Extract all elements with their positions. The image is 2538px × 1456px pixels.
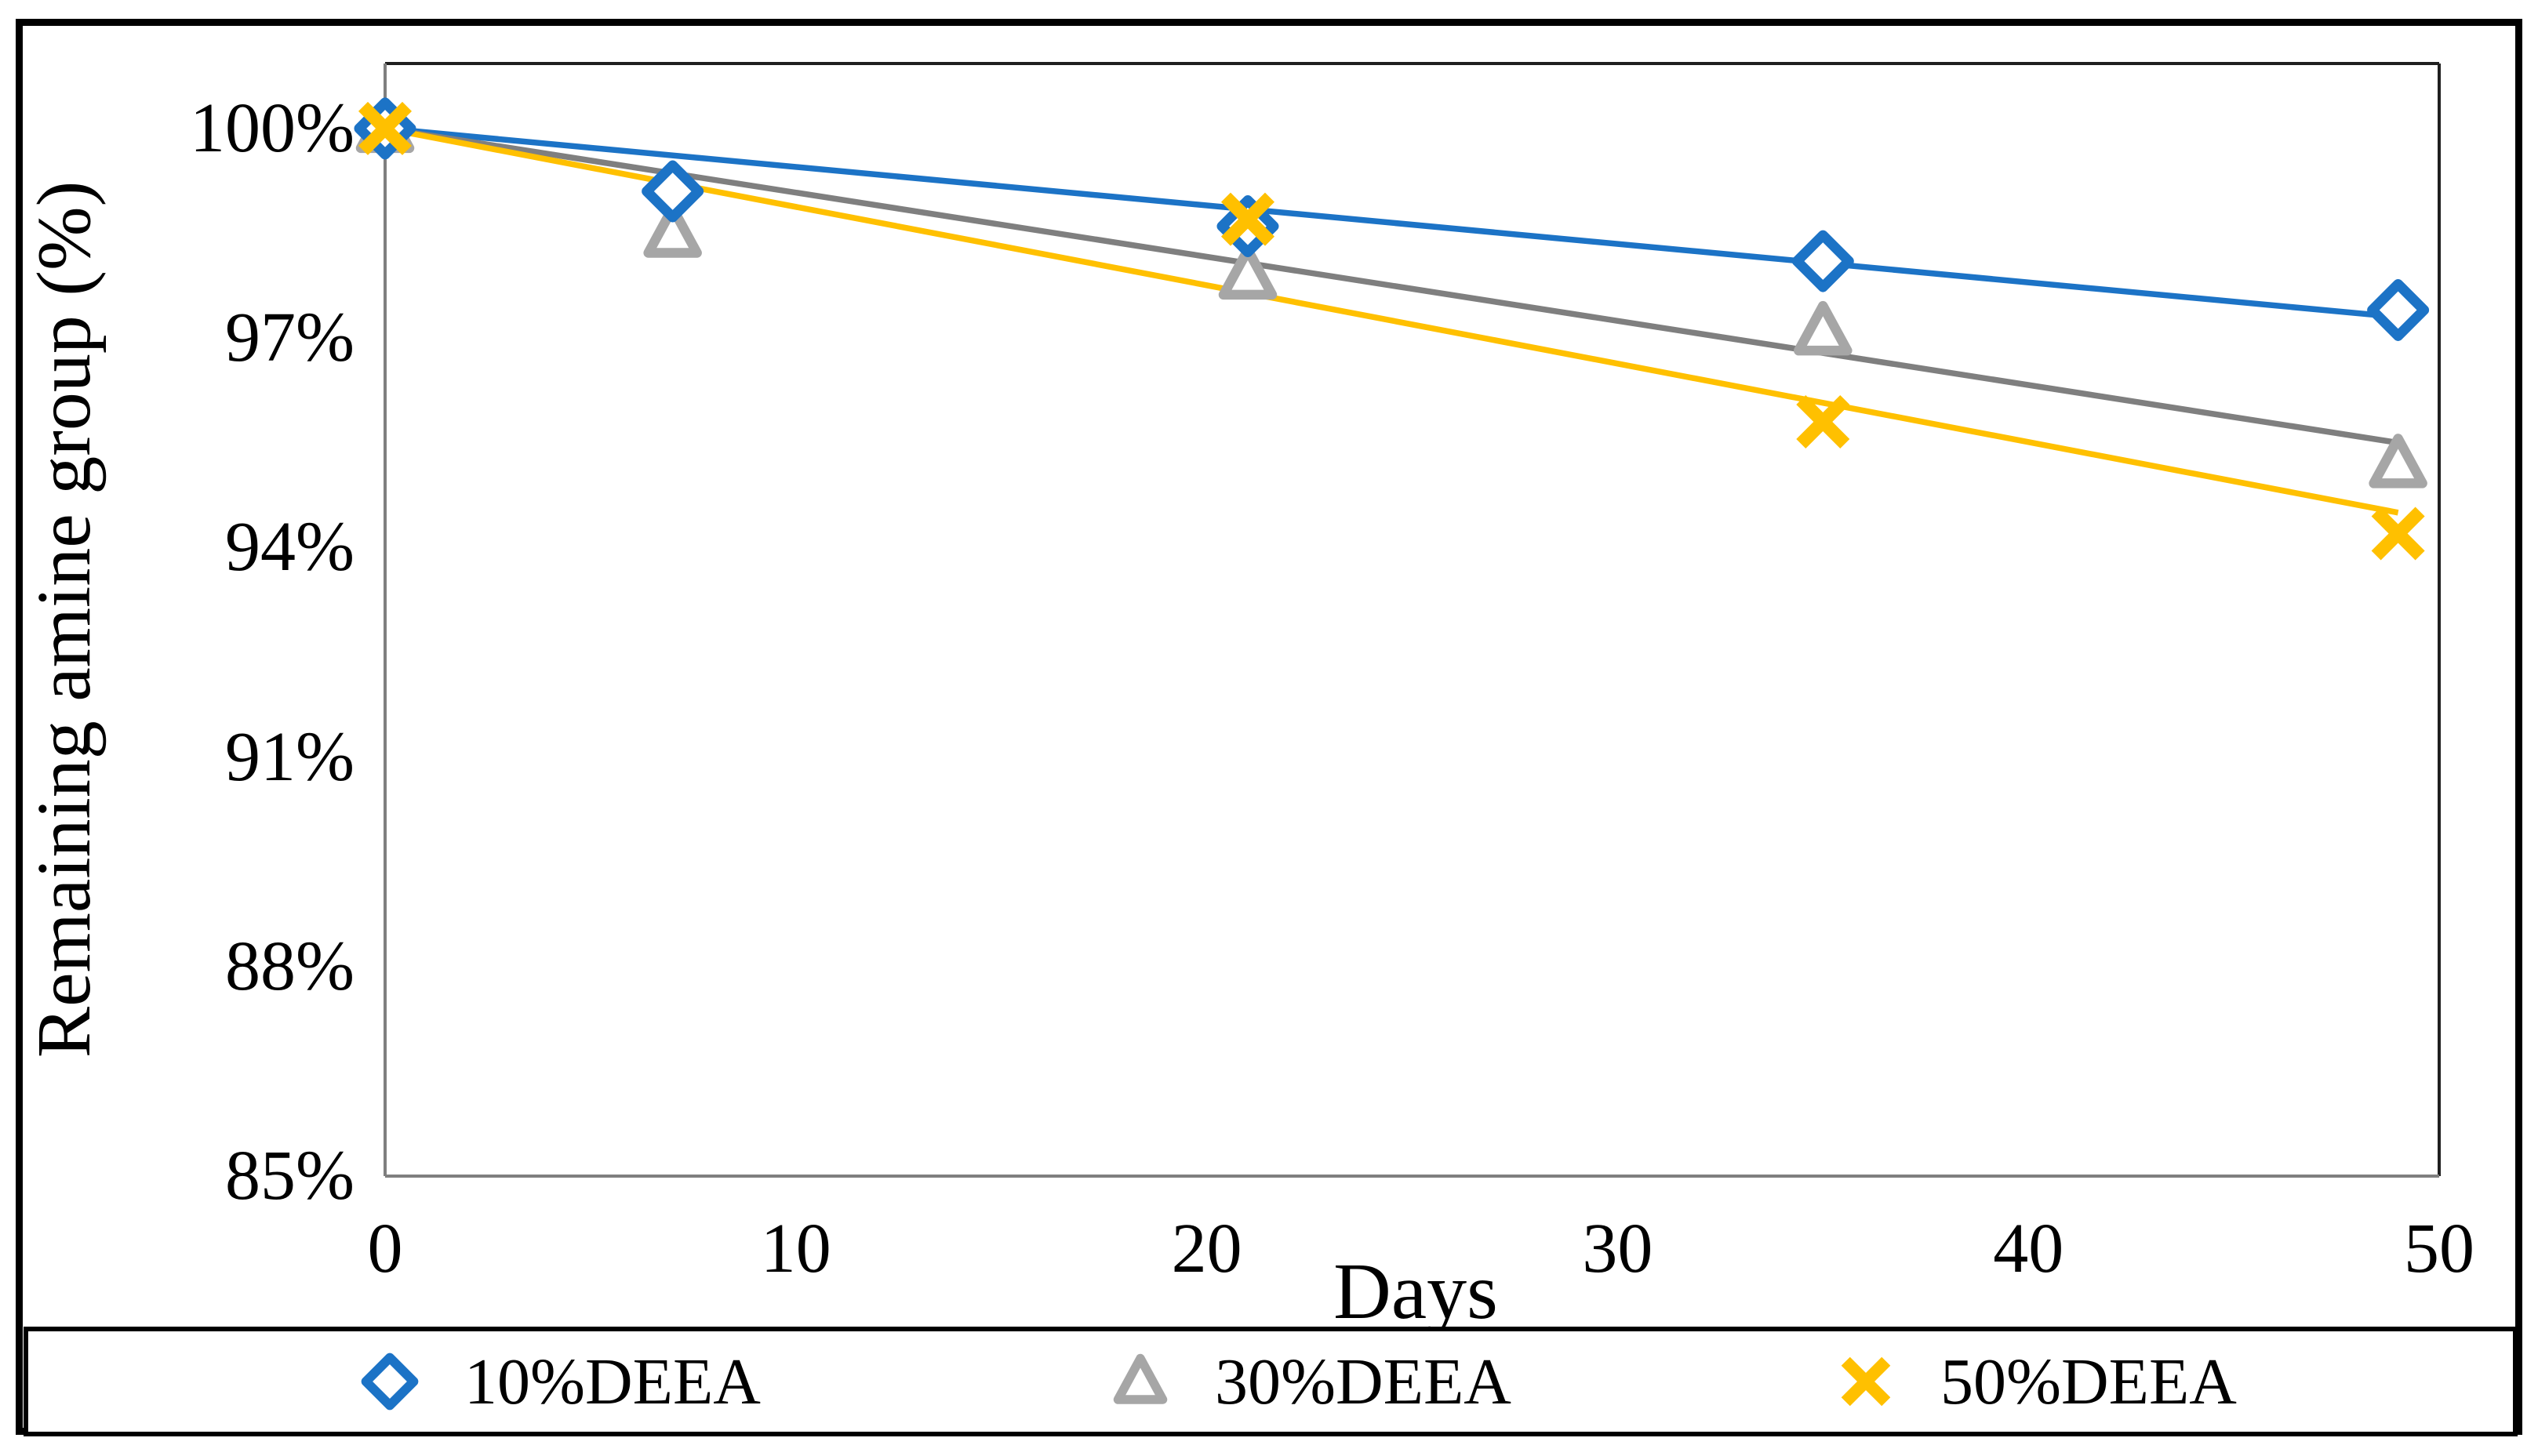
figure-border (16, 19, 2522, 1435)
legend-triangle-glyph (1113, 1353, 1168, 1404)
legend-label: 50%DEEA (1940, 1345, 2237, 1418)
legend-x-icon (1841, 1356, 1891, 1407)
y-tick-label: 97% (225, 299, 355, 377)
x-tick-label: 0 (367, 1210, 403, 1287)
trendline-10pct-deea (384, 125, 2398, 321)
y-tick-label: 85% (225, 1137, 355, 1215)
trendline-50pct-deea (384, 125, 2399, 516)
legend-triangle-icon (1113, 1353, 1168, 1404)
y-tick-label: 91% (225, 717, 355, 796)
marker-50pct-deea-2 (1796, 394, 1850, 448)
plot-area (354, 62, 2441, 1178)
marker-30pct-deea-1 (643, 203, 702, 258)
legend-label: 30%DEEA (1215, 1345, 1511, 1418)
legend-x-glyph (1841, 1356, 1891, 1407)
legend-item-10pct-deea: 10%DEEA (361, 1331, 761, 1432)
trendline-30pct-deea (384, 125, 2399, 446)
x-tick-label: 50 (2404, 1210, 2474, 1287)
legend-diamond-glyph (361, 1353, 419, 1411)
x-tick-label: 40 (1993, 1210, 2064, 1287)
y-tick-label: 100% (190, 89, 355, 167)
legend: 10%DEEA 30%DEEA 50%DEEA (24, 1327, 2518, 1436)
marker-50pct-deea-0 (358, 101, 413, 155)
legend-item-30pct-deea: 30%DEEA (1113, 1331, 1511, 1432)
marker-30pct-deea-2 (1218, 245, 1278, 300)
marker-30pct-deea-3 (1794, 300, 1853, 356)
legend-label: 10%DEEA (464, 1345, 761, 1418)
x-tick-label: 10 (760, 1210, 831, 1287)
y-tick-label: 94% (225, 508, 355, 586)
legend-item-50pct-deea: 50%DEEA (1840, 1331, 2237, 1432)
marker-10pct-deea-3 (1791, 230, 1854, 292)
x-tick-label: 30 (1582, 1210, 1653, 1287)
marker-50pct-deea-1 (1220, 192, 1274, 246)
marker-10pct-deea-4 (2367, 278, 2430, 341)
legend-diamond-icon (361, 1353, 419, 1411)
marker-50pct-deea-3 (2371, 507, 2425, 561)
x-tick-label: 20 (1171, 1210, 1242, 1287)
marker-30pct-deea-4 (2369, 434, 2427, 488)
y-tick-label: 88% (225, 927, 355, 1005)
x-axis-title: Days (1333, 1247, 1498, 1336)
marker-10pct-deea-1 (642, 160, 704, 223)
